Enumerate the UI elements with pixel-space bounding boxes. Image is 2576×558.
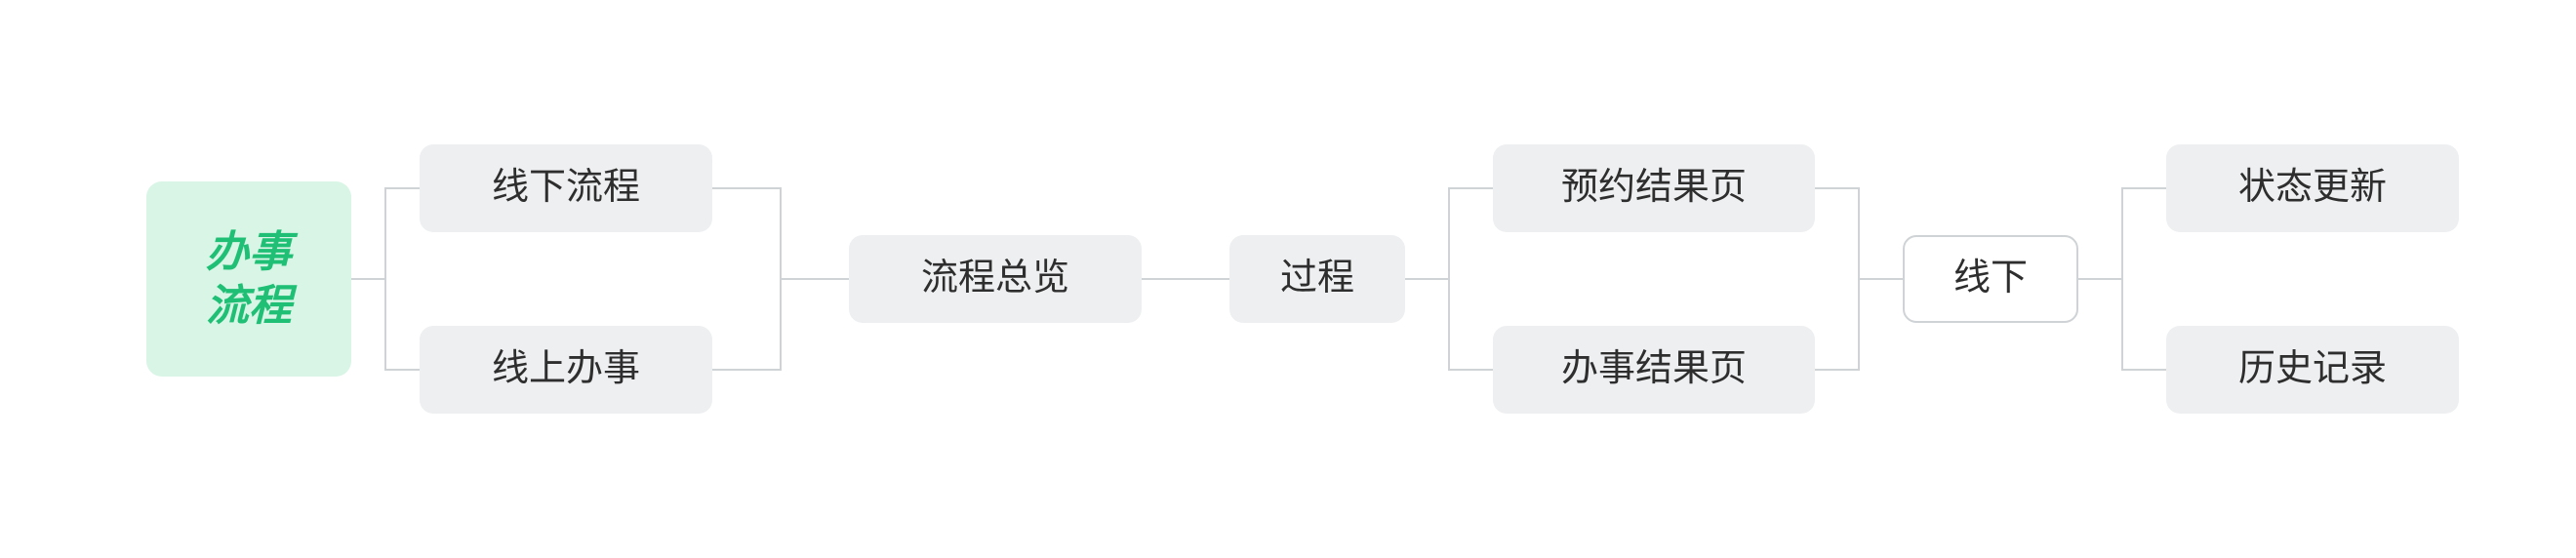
node-service-result: 办事结果页	[1493, 326, 1815, 414]
node-label: 线下	[1953, 256, 2028, 302]
node-process: 过程	[1229, 235, 1405, 323]
node-label: 过程	[1280, 256, 1354, 302]
node-appt-result: 预约结果页	[1493, 144, 1815, 232]
node-label: 历史记录	[2238, 346, 2387, 393]
node-overview: 流程总览	[849, 235, 1142, 323]
node-offline: 线下	[1903, 235, 2078, 323]
node-offline-flow: 线下流程	[420, 144, 712, 232]
edge	[712, 188, 849, 279]
node-label: 线下流程	[492, 165, 640, 212]
edge	[1815, 279, 1903, 370]
flowchart-canvas: 办事 流程 线下流程 线上办事 流程总览 过程 预约结果页 办事结果页 线下 状…	[0, 0, 2576, 558]
node-status-update: 状态更新	[2166, 144, 2459, 232]
edge	[2078, 188, 2166, 279]
edge	[712, 279, 849, 370]
edge	[2078, 279, 2166, 370]
edge	[351, 279, 420, 370]
edge	[1405, 188, 1493, 279]
node-label: 预约结果页	[1561, 165, 1747, 212]
edge	[1405, 279, 1493, 370]
edge	[1815, 188, 1903, 279]
node-label: 流程总览	[921, 256, 1069, 302]
node-label: 线上办事	[492, 346, 640, 393]
node-online-service: 线上办事	[420, 326, 712, 414]
node-label: 状态更新	[2238, 165, 2387, 212]
node-label: 办事 流程	[206, 225, 292, 333]
node-label: 办事结果页	[1561, 346, 1747, 393]
node-root: 办事 流程	[146, 181, 351, 377]
node-history: 历史记录	[2166, 326, 2459, 414]
edge	[351, 188, 420, 279]
